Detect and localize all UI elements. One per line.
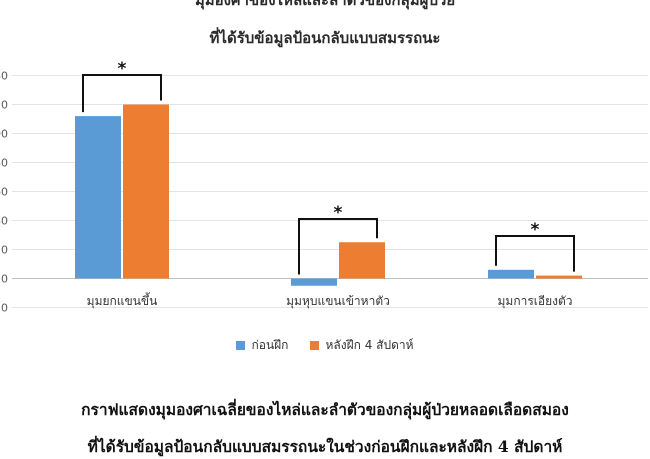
bar-after-2 <box>536 275 582 279</box>
y-tick-label: 140 <box>0 70 8 83</box>
chart-legend: ก่อนฝึก หลังฝึก 4 สัปดาห์ <box>0 336 650 355</box>
x-category-label: มุมหุบแขนเข้าหาตัว <box>286 294 390 309</box>
x-category-label: มุมการเอียงตัว <box>498 294 573 309</box>
x-axis-labels: มุมยกแขนขึ้น มุมหุบแขนเข้าหาตัว มุมการเอีย… <box>87 292 573 309</box>
y-tick-label: 0 <box>1 273 8 286</box>
significance-brackets: * * * <box>82 59 575 275</box>
significance-star: * <box>118 59 127 79</box>
legend-swatch-after <box>310 341 320 350</box>
y-axis-ticks: 20 0 20 40 60 80 100 120 140 <box>0 70 8 315</box>
y-tick-label: 120 <box>0 99 8 112</box>
significance-bracket <box>298 218 378 275</box>
bar-after-1 <box>339 242 385 279</box>
chart-title-line-1: มุมองศาของไหล่และลำตัวของกลุ่มผู้ป่วย <box>194 0 456 9</box>
chart-title-line-2: ที่ได้รับข้อมูลป้อนกลับแบบสมรรถนะ <box>209 29 441 47</box>
figure-caption-line-2: ที่ได้รับข้อมูลป้อนกลับแบบสมรรถนะในช่วงก… <box>87 437 563 456</box>
significance-star: * <box>334 203 343 223</box>
y-tick-label: 80 <box>0 157 8 170</box>
bar-before-2 <box>488 269 534 279</box>
bars <box>75 104 582 286</box>
legend-label-after: หลังฝึก 4 สัปดาห์ <box>325 338 414 352</box>
y-tick-label: 100 <box>0 128 8 141</box>
y-tick-label: 60 <box>0 186 8 199</box>
significance-bracket <box>495 235 575 272</box>
legend-item-after: หลังฝึก 4 สัปดาห์ <box>310 336 414 355</box>
y-tick-label: 20 <box>0 302 8 315</box>
figure-caption-line-1: กราฟแสดงมุมองศาเฉลี่ยของไหล่และลำตัวของก… <box>81 400 569 419</box>
y-tick-label: 40 <box>0 215 8 228</box>
y-tick-label: 20 <box>0 244 8 257</box>
legend-swatch-before <box>236 341 246 350</box>
significance-bracket <box>82 74 162 113</box>
legend-label-before: ก่อนฝึก <box>251 338 289 352</box>
x-category-label: มุมยกแขนขึ้น <box>87 292 158 309</box>
legend-item-before: ก่อนฝึก <box>236 336 288 355</box>
bar-after-0 <box>123 104 169 279</box>
significance-star: * <box>531 220 540 240</box>
bar-before-1 <box>291 278 337 286</box>
bar-before-0 <box>75 116 121 279</box>
